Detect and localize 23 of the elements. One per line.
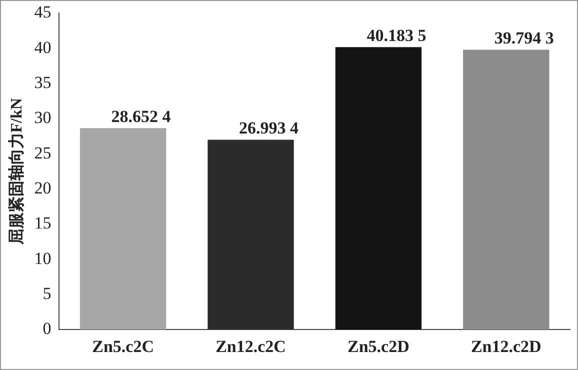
data-label: 39.794 3: [494, 28, 554, 48]
x-tick-label: Zn12.c2C: [216, 337, 286, 356]
y-tick-label: 0: [42, 319, 52, 338]
bar: [463, 50, 550, 330]
bar: [208, 140, 294, 330]
y-tick-label: 25: [34, 143, 52, 162]
y-tick-label: 10: [34, 248, 52, 268]
y-tick-label: 5: [42, 284, 52, 303]
data-label: 40.183 5: [366, 26, 426, 45]
x-tick-label: Zn5.c2D: [348, 337, 410, 356]
y-tick-label: 45: [34, 2, 52, 22]
bar: [80, 128, 166, 330]
y-axis-title: 屈服紧固轴向力F/kN: [8, 98, 26, 246]
x-tick-label: Zn12.c2D: [470, 337, 542, 356]
bar: [335, 47, 422, 330]
y-tick-label: 30: [34, 108, 52, 128]
x-tick-label: Zn5.c2C: [92, 337, 154, 356]
y-tick-label: 35: [34, 72, 52, 92]
y-tick-label: 15: [34, 214, 52, 233]
data-label: 28.652 4: [111, 107, 172, 126]
data-label: 26.993 4: [239, 118, 299, 138]
y-tick-label: 20: [34, 178, 52, 198]
y-tick-label: 40: [34, 38, 52, 57]
